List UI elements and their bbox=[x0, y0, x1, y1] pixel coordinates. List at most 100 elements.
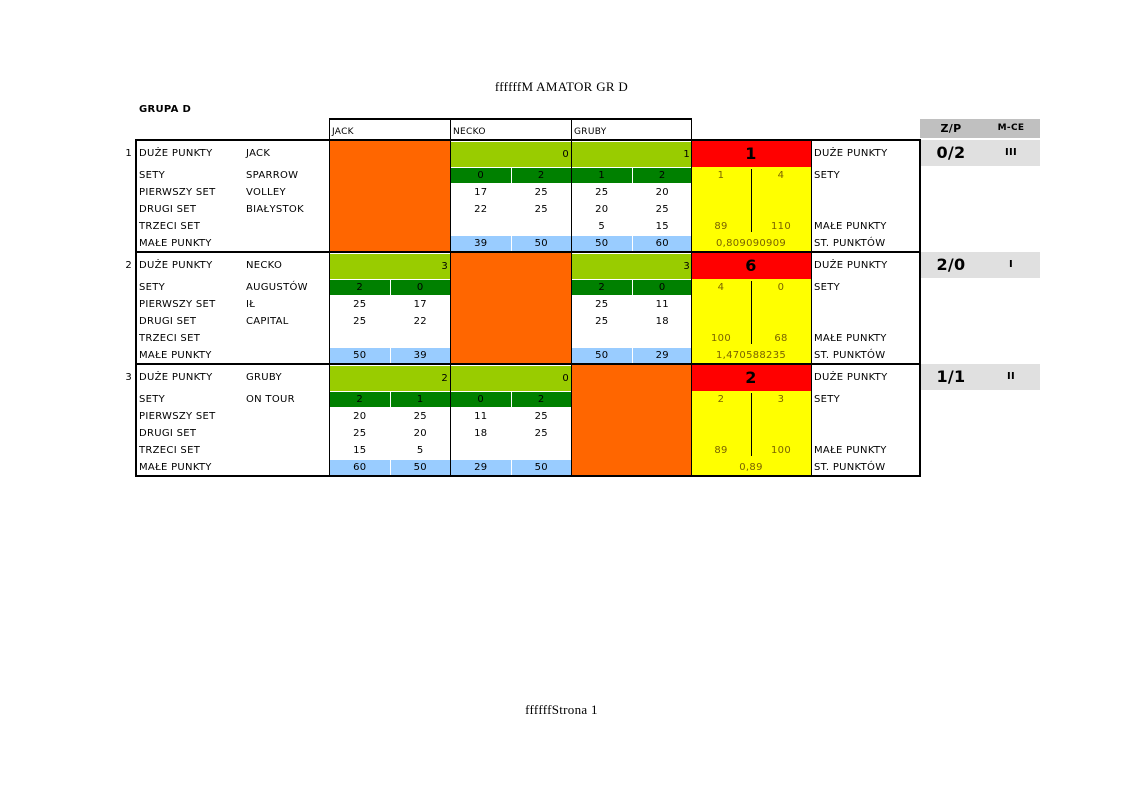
match-set-score: 25 bbox=[534, 410, 548, 422]
right-label: DUŻE PUNKTY bbox=[814, 147, 888, 159]
row-label: DRUGI SET bbox=[139, 203, 197, 215]
row-label: DUŻE PUNKTY bbox=[139, 371, 213, 383]
result-ratio: 1,470588235 bbox=[715, 349, 787, 361]
result-small-points: 89 bbox=[714, 220, 728, 232]
match-sets: 2 bbox=[330, 280, 390, 295]
column-header: JACK bbox=[332, 126, 354, 137]
match-set-score: 5 bbox=[416, 444, 424, 456]
team-name: JACK bbox=[246, 147, 271, 159]
match-set-score: 25 bbox=[534, 427, 548, 439]
result-sets: 0 bbox=[777, 281, 785, 293]
match-sets: 0 bbox=[451, 168, 511, 183]
row-label: SETY bbox=[139, 281, 166, 293]
match-sets: 2 bbox=[511, 168, 571, 183]
match-set-score: 22 bbox=[474, 203, 488, 215]
column-header: NECKO bbox=[453, 126, 486, 137]
summary-header: M-CE bbox=[982, 119, 1040, 138]
right-label: MAŁE PUNKTY bbox=[814, 444, 887, 456]
result-sets: 2 bbox=[717, 393, 725, 405]
match-points: 2 bbox=[329, 366, 450, 391]
match-set-score: 17 bbox=[413, 298, 427, 310]
zp-value: 2/0 bbox=[936, 255, 966, 274]
result-sets: 1 bbox=[717, 169, 725, 181]
match-small-points: 29 bbox=[451, 460, 511, 475]
match-sets: 2 bbox=[511, 392, 571, 407]
result-ratio: 0,89 bbox=[739, 461, 763, 473]
right-label: SETY bbox=[814, 393, 841, 405]
result-points: 6 bbox=[691, 253, 811, 279]
row-label: PIERWSZY SET bbox=[139, 298, 216, 310]
row-label: TRZECI SET bbox=[139, 444, 201, 456]
header-border bbox=[329, 118, 691, 120]
summary-header: Z/P bbox=[920, 119, 982, 138]
result-sets: 4 bbox=[717, 281, 725, 293]
match-points: 1 bbox=[571, 142, 692, 167]
result-sets: 3 bbox=[777, 393, 785, 405]
zp-bg bbox=[920, 364, 1040, 390]
team-name: SPARROW bbox=[246, 169, 299, 181]
match-small-points: 39 bbox=[390, 348, 450, 363]
match-small-points: 50 bbox=[572, 348, 632, 363]
row-number: 2 bbox=[125, 259, 132, 271]
match-small-points: 50 bbox=[572, 236, 632, 251]
right-label: MAŁE PUNKTY bbox=[814, 220, 887, 232]
match-set-score: 20 bbox=[353, 410, 367, 422]
right-label: ST. PUNKTÓW bbox=[814, 461, 886, 473]
column-line bbox=[328, 140, 330, 476]
team-name: VOLLEY bbox=[246, 186, 286, 198]
row-label: PIERWSZY SET bbox=[139, 186, 216, 198]
table-border bbox=[135, 139, 921, 141]
result-small-points: 100 bbox=[771, 444, 791, 456]
result-small-points: 89 bbox=[714, 444, 728, 456]
table-border bbox=[135, 475, 921, 477]
match-points: 0 bbox=[450, 366, 571, 391]
right-label: MAŁE PUNKTY bbox=[814, 332, 887, 344]
title: ffffffM AMATOR GR D bbox=[494, 78, 629, 94]
header-divider bbox=[570, 118, 572, 140]
match-small-points: 50 bbox=[330, 348, 390, 363]
match-set-score: 11 bbox=[474, 410, 488, 422]
match-set-score: 18 bbox=[655, 315, 669, 327]
result-points: 1 bbox=[691, 141, 811, 167]
match-set-score: 20 bbox=[655, 186, 669, 198]
team-name: BIAŁYSTOK bbox=[246, 203, 304, 215]
result-sets: 4 bbox=[777, 169, 785, 181]
column-line bbox=[690, 140, 692, 476]
match-sets: 0 bbox=[632, 280, 692, 295]
team-name: NECKO bbox=[246, 259, 283, 271]
header-divider bbox=[328, 118, 330, 140]
zp-value: 1/1 bbox=[936, 367, 966, 386]
table-border bbox=[135, 139, 137, 477]
team-name: AUGUSTÓW bbox=[246, 281, 308, 293]
block-separator bbox=[136, 363, 920, 365]
self-cell bbox=[329, 140, 450, 252]
footer: ffffffStrona 1 bbox=[525, 701, 598, 717]
column-line bbox=[570, 140, 572, 476]
team-name: CAPITAL bbox=[246, 315, 289, 327]
place-value: II bbox=[1006, 371, 1016, 382]
match-set-score: 17 bbox=[474, 186, 488, 198]
column-line bbox=[449, 140, 451, 476]
zp-value: 0/2 bbox=[936, 143, 966, 162]
right-label: SETY bbox=[814, 281, 841, 293]
right-label: DUŻE PUNKTY bbox=[814, 371, 888, 383]
right-label: SETY bbox=[814, 169, 841, 181]
match-set-score: 25 bbox=[595, 186, 609, 198]
match-small-points: 50 bbox=[511, 460, 571, 475]
match-set-score: 25 bbox=[655, 203, 669, 215]
table-border bbox=[919, 139, 921, 477]
row-number: 1 bbox=[125, 147, 132, 159]
match-set-score: 5 bbox=[598, 220, 606, 232]
match-set-score: 11 bbox=[655, 298, 669, 310]
row-label: DUŻE PUNKTY bbox=[139, 259, 213, 271]
match-set-score: 20 bbox=[595, 203, 609, 215]
match-small-points: 60 bbox=[330, 460, 390, 475]
match-set-score: 25 bbox=[595, 315, 609, 327]
header-divider bbox=[449, 118, 451, 140]
self-cell bbox=[571, 364, 692, 476]
result-divider bbox=[750, 281, 752, 344]
match-sets: 0 bbox=[451, 392, 511, 407]
result-small-points: 100 bbox=[711, 332, 731, 344]
result-small-points: 68 bbox=[774, 332, 788, 344]
